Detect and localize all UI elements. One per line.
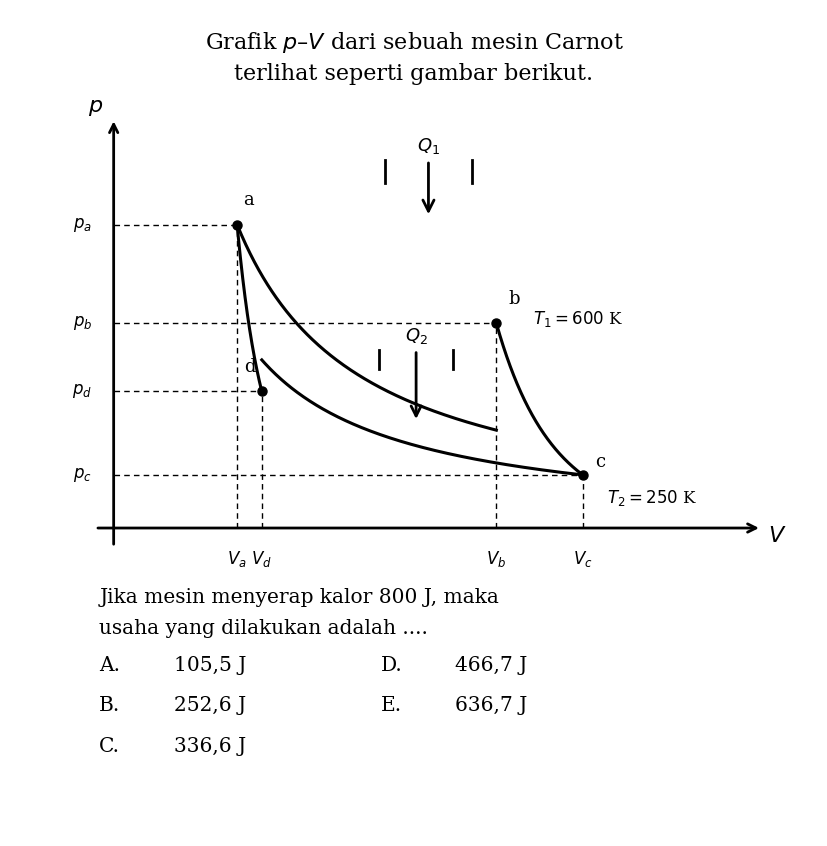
Text: $V_a$: $V_a$ [227,549,246,569]
Text: $p$: $p$ [88,96,103,118]
Text: $Q_2$: $Q_2$ [404,326,427,346]
Text: $V$: $V$ [767,525,786,547]
Text: b: b [508,290,519,308]
Text: $p_b$: $p_b$ [73,314,92,332]
Text: 336,6 J: 336,6 J [174,737,246,755]
Text: 105,5 J: 105,5 J [174,656,246,674]
Text: E.: E. [380,696,402,715]
Text: $V_b$: $V_b$ [485,549,506,569]
Text: $T_2= 250$ K: $T_2= 250$ K [607,487,697,508]
Text: usaha yang dilakukan adalah ....: usaha yang dilakukan adalah .... [99,619,428,638]
Text: $T_1= 600$ K: $T_1= 600$ K [533,310,623,329]
Text: $p_a$: $p_a$ [73,216,92,233]
Text: $p_c$: $p_c$ [73,466,92,484]
Text: $p_d$: $p_d$ [72,382,92,400]
Text: $V_c$: $V_c$ [572,549,592,569]
Text: $Q_1$: $Q_1$ [417,136,439,157]
Text: C.: C. [99,737,120,755]
Text: terlihat seperti gambar berikut.: terlihat seperti gambar berikut. [234,63,593,85]
Text: 252,6 J: 252,6 J [174,696,246,715]
Text: c: c [595,453,605,471]
Text: Jika mesin menyerap kalor 800 J, maka: Jika mesin menyerap kalor 800 J, maka [99,588,499,607]
Text: a: a [243,191,254,210]
Text: D.: D. [380,656,402,674]
Text: Grafik $p$–$V$ dari sebuah mesin Carnot: Grafik $p$–$V$ dari sebuah mesin Carnot [204,30,623,55]
Text: 466,7 J: 466,7 J [455,656,527,674]
Text: A.: A. [99,656,120,674]
Text: d: d [244,359,256,376]
Text: B.: B. [99,696,121,715]
Text: 636,7 J: 636,7 J [455,696,527,715]
Text: $V_d$: $V_d$ [251,549,272,569]
